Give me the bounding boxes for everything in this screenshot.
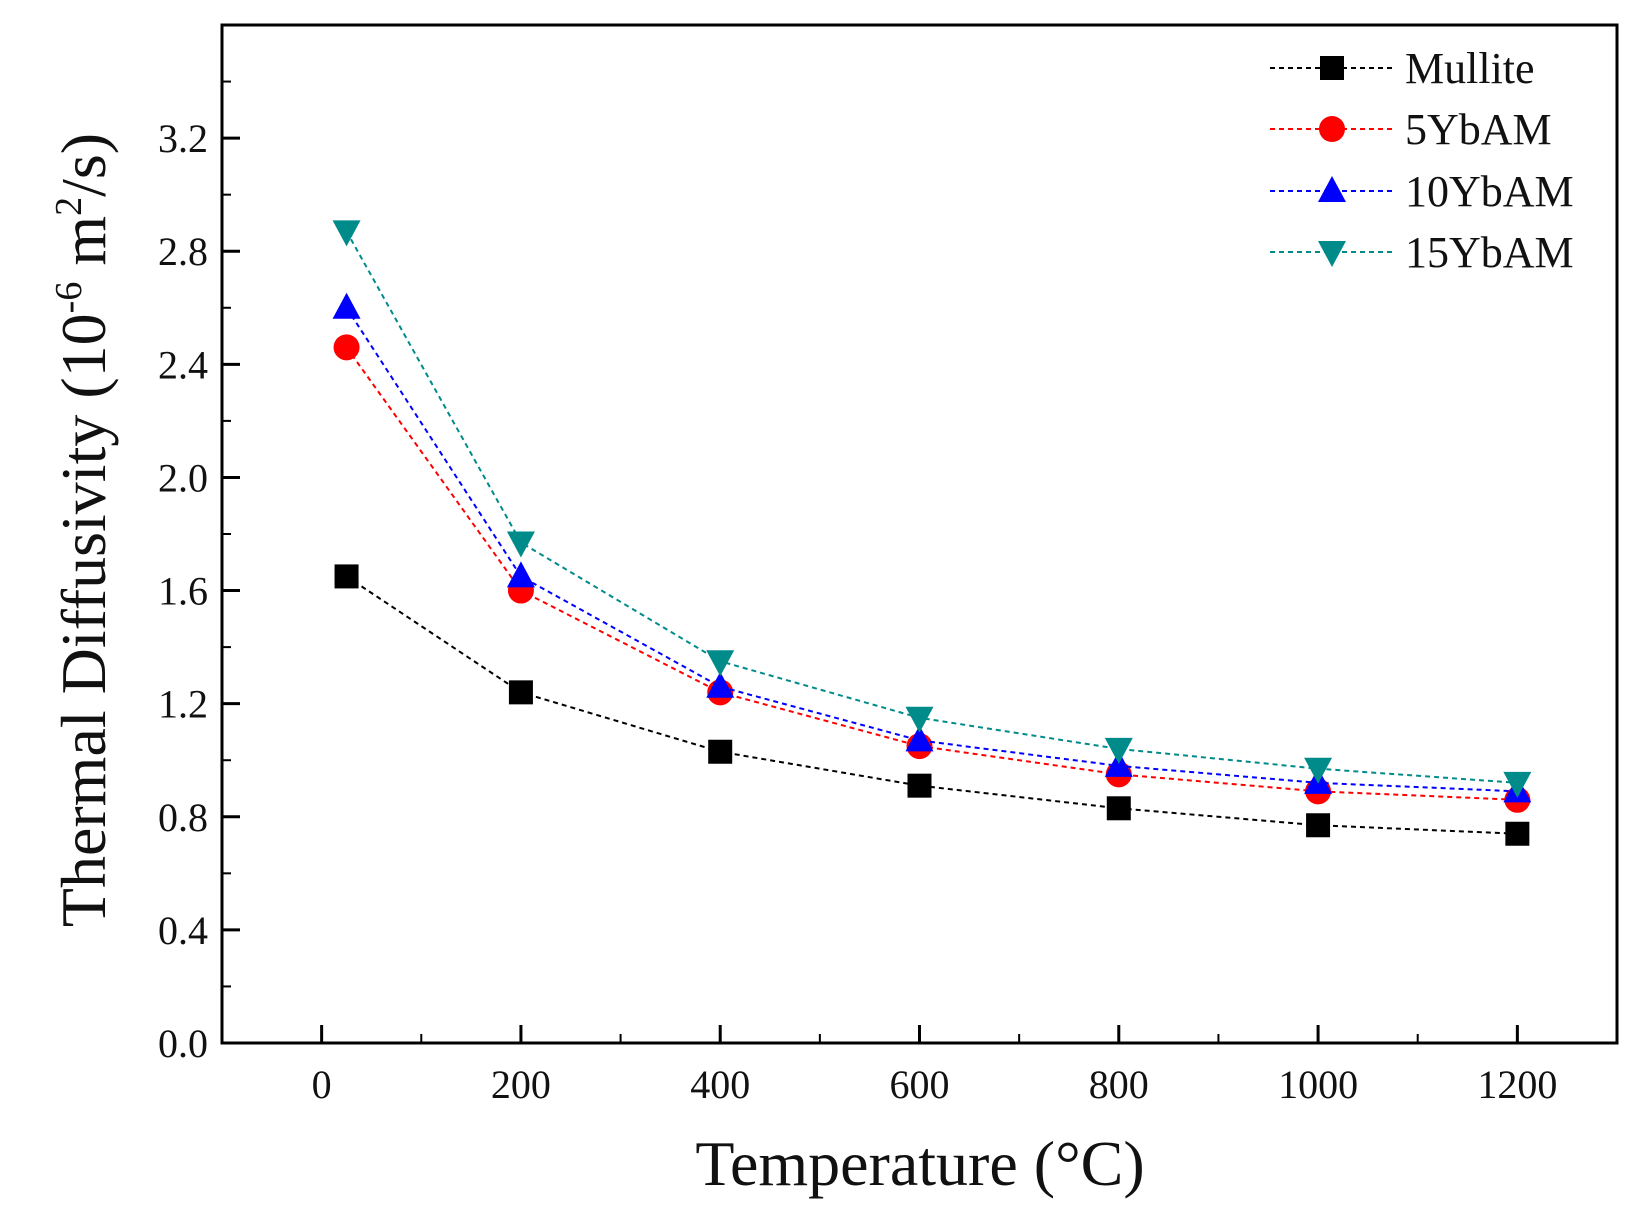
series-10ybam [332, 292, 1532, 803]
y-axis-title-unit-exponent: 2 [48, 197, 90, 216]
y-tick-label: 3.2 [158, 116, 208, 161]
data-point-mullite [334, 564, 359, 589]
data-point-15ybam [706, 650, 735, 677]
legend-label-5ybam: 5YbAM [1405, 105, 1552, 154]
data-point-10ybam [706, 671, 735, 698]
y-tick-label: 2.0 [158, 455, 208, 500]
series-line-mullite [345, 575, 1518, 835]
legend-label-mullite: Mullite [1405, 44, 1535, 93]
y-tick-label: 2.4 [158, 342, 208, 387]
data-point-10ybam [332, 292, 361, 319]
x-tick-label: 0 [312, 1062, 332, 1107]
y-axis-title-main: Thermal Diffusivity (10 [48, 313, 119, 927]
x-tick-label: 400 [690, 1062, 750, 1107]
x-axis-ticks: 0 200 400 600 800 1000 1200 [221, 1025, 1618, 1107]
y-axis-title-exponent: -6 [48, 282, 90, 314]
legend-label-10ybam: 10YbAM [1405, 167, 1574, 216]
data-point-15ybam [332, 220, 361, 247]
legend: Mullite 5YbAM 10YbAM 15YbAM [1270, 44, 1574, 277]
y-tick-label: 1.2 [158, 682, 208, 727]
series-mullite [334, 564, 1530, 846]
y-axis-ticks: 0.0 0.4 0.8 1.2 1.6 2.0 2.4 2.8 3.2 [158, 80, 240, 1066]
data-point-15ybam [1104, 737, 1133, 764]
data-point-15ybam [905, 706, 934, 733]
data-point-mullite [1106, 796, 1131, 821]
x-tick-label: 600 [890, 1062, 950, 1107]
y-tick-label: 1.6 [158, 569, 208, 614]
data-point-mullite [1306, 813, 1331, 838]
y-tick-label: 2.8 [158, 229, 208, 274]
legend-marker-5ybam [1319, 116, 1345, 142]
data-point-5ybam [333, 334, 360, 361]
data-point-mullite [508, 680, 533, 705]
series-15ybam [332, 220, 1532, 798]
x-tick-label: 800 [1089, 1062, 1149, 1107]
data-point-15ybam [1304, 757, 1333, 784]
data-point-15ybam [506, 531, 535, 558]
y-tick-label: 0.0 [158, 1021, 208, 1066]
legend-label-15ybam: 15YbAM [1405, 228, 1574, 277]
data-point-15ybam [1503, 771, 1532, 798]
series-layer [332, 220, 1532, 846]
x-tick-label: 1000 [1278, 1062, 1358, 1107]
y-axis-title: Thermal Diffusivity (10-6 m2/s) [48, 133, 119, 927]
data-point-mullite [907, 773, 932, 798]
data-point-10ybam [506, 561, 535, 588]
x-tick-label: 1200 [1477, 1062, 1557, 1107]
y-axis-title-unit: m [48, 216, 119, 282]
y-tick-label: 0.4 [158, 908, 208, 953]
y-tick-label: 0.8 [158, 795, 208, 840]
x-axis-title: Temperature (°C) [695, 1128, 1144, 1199]
y-axis-title-end: /s) [48, 133, 119, 197]
x-tick-label: 200 [491, 1062, 551, 1107]
legend-marker-15ybam [1318, 241, 1346, 267]
data-point-mullite [1505, 821, 1530, 846]
data-point-mullite [708, 739, 733, 764]
legend-marker-mullite [1320, 56, 1344, 80]
data-point-10ybam [905, 725, 934, 752]
legend-marker-10ybam [1318, 176, 1346, 202]
